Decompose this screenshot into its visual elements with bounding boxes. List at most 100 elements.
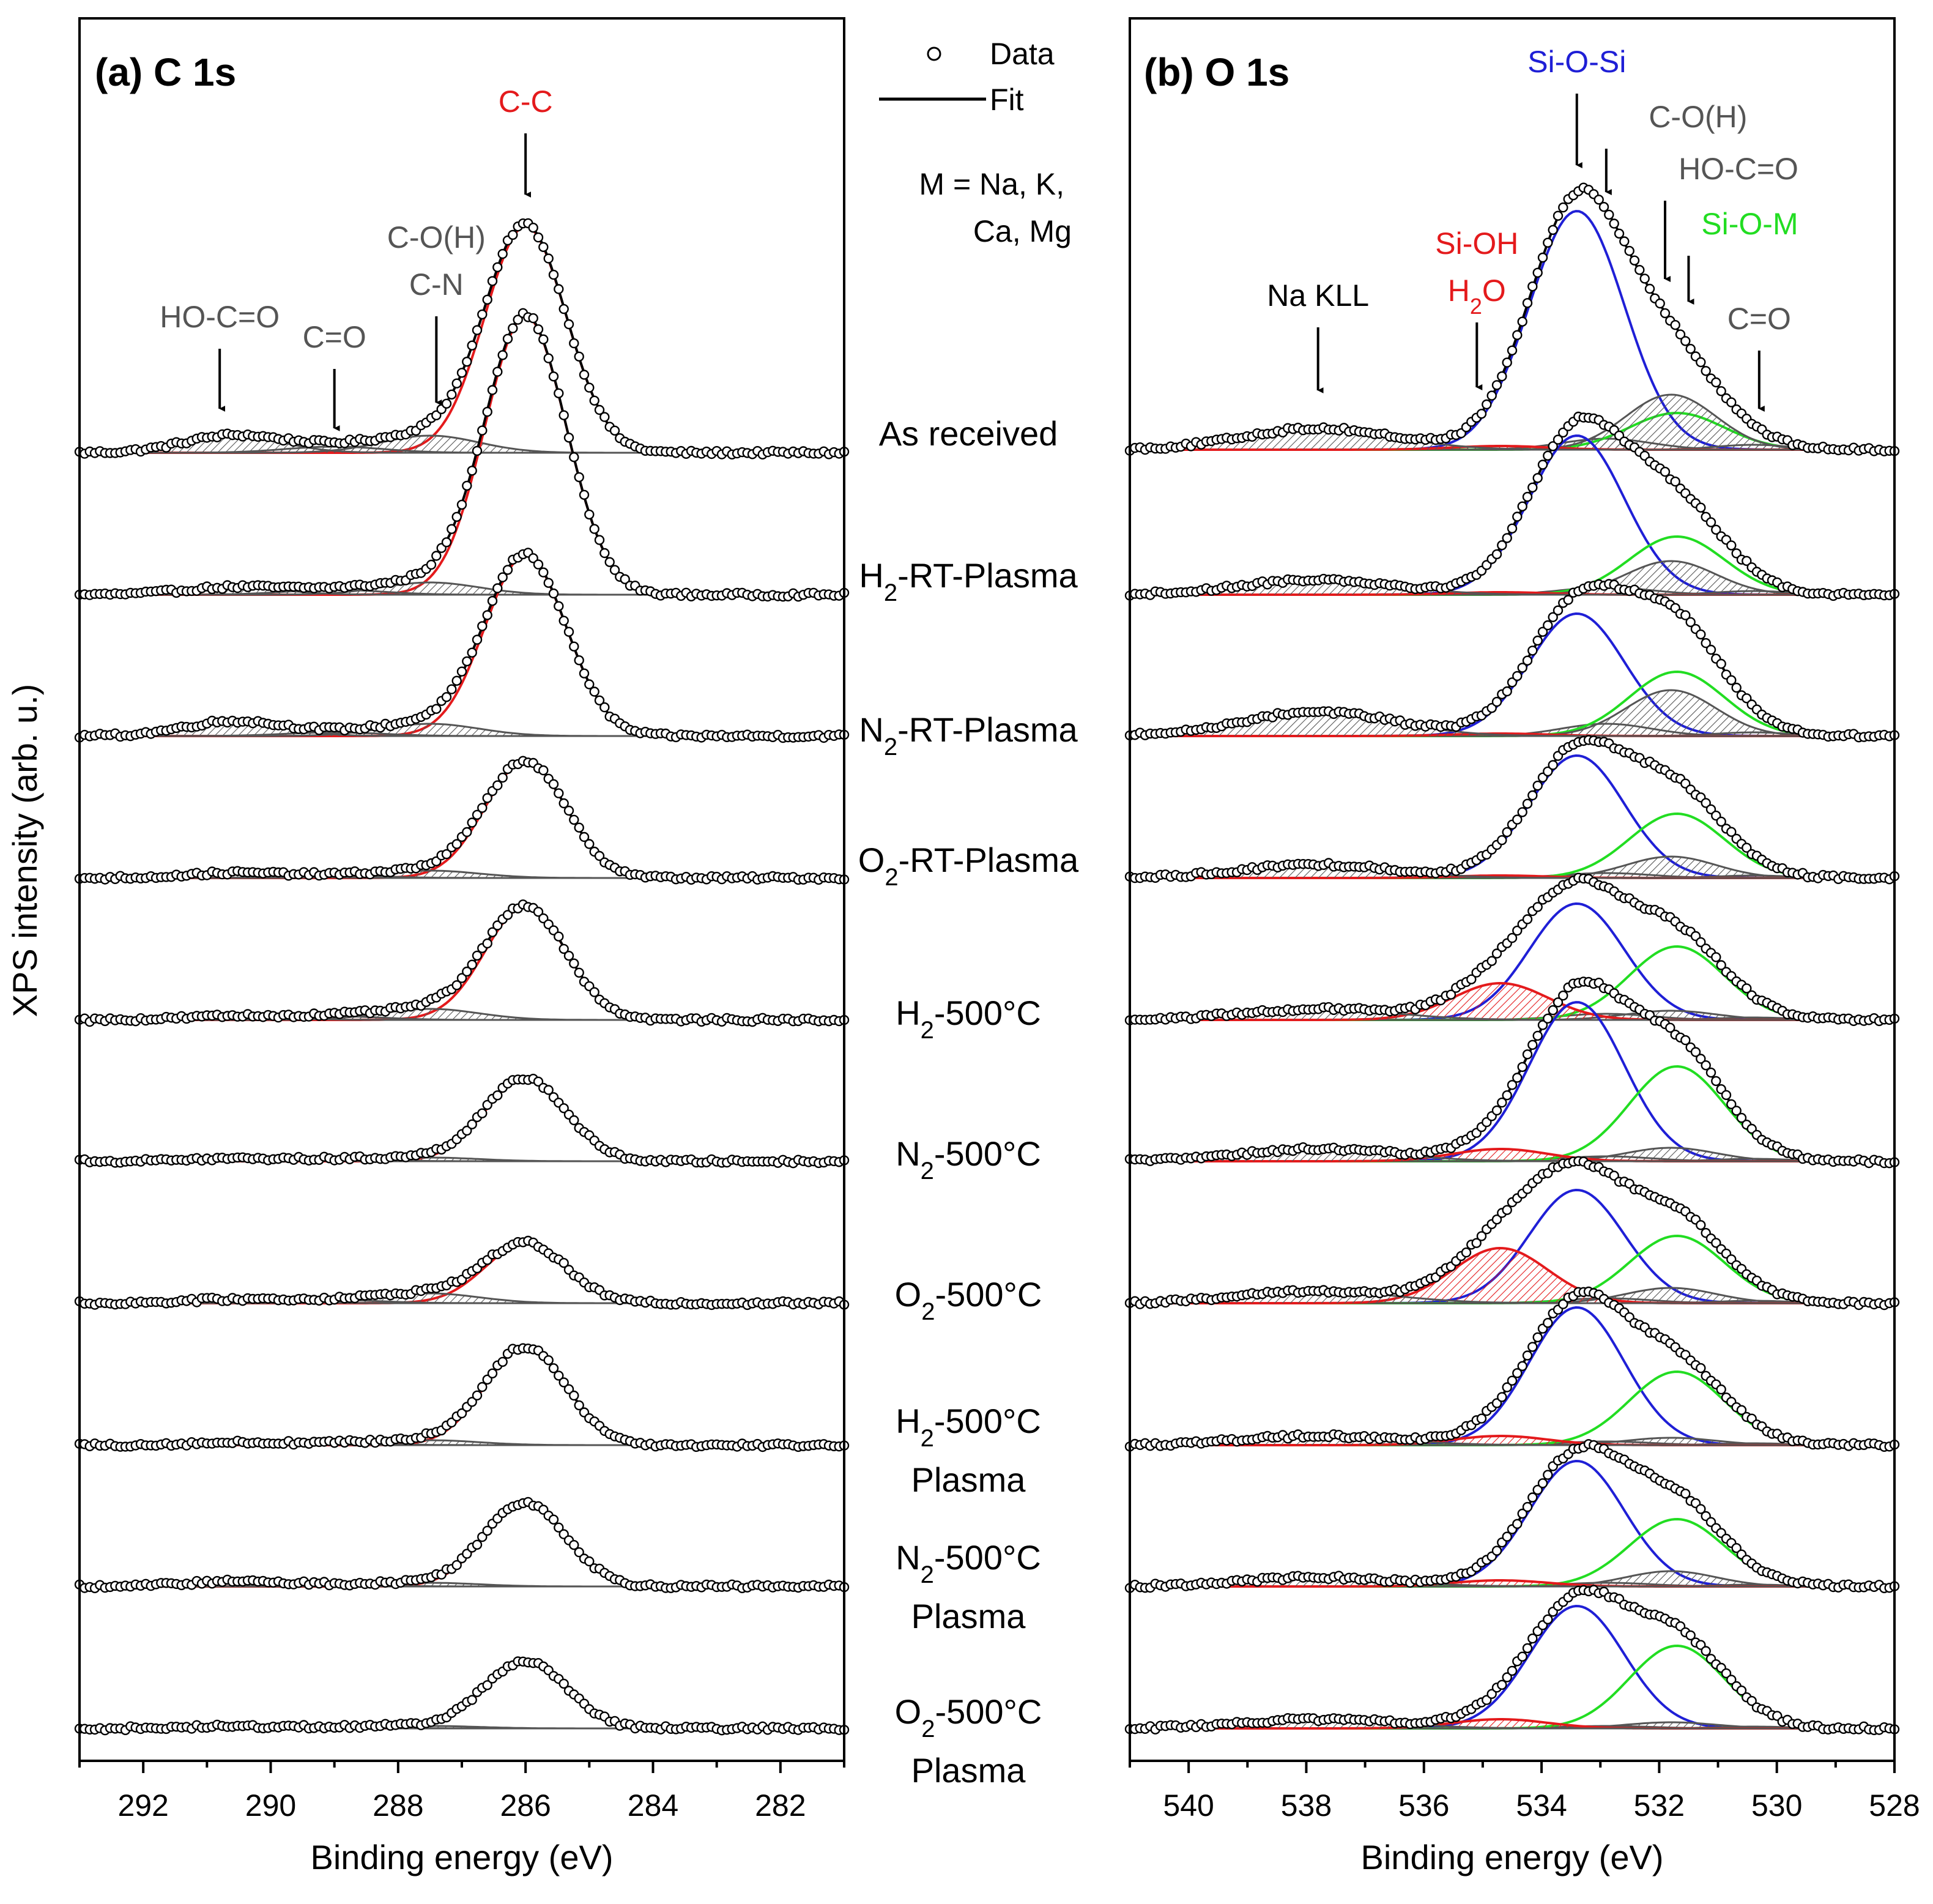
data-point — [554, 388, 564, 398]
annotation-label: H2O — [1448, 273, 1506, 319]
data-point — [1517, 807, 1527, 817]
data-point — [451, 839, 462, 849]
fit-envelope — [79, 904, 844, 1021]
data-point — [472, 809, 483, 820]
data-point — [1486, 390, 1497, 401]
spectrum-o1s-4 — [1124, 872, 1900, 1027]
data-point — [533, 559, 544, 570]
x-tick-label: 530 — [1751, 1788, 1802, 1823]
data-point — [482, 793, 492, 803]
data-point — [447, 684, 457, 694]
panel-a-x-axis: 292 290 288 286 284 282 — [78, 1761, 845, 1823]
data-point — [456, 1408, 467, 1419]
data-point — [472, 325, 483, 335]
data-point — [1527, 482, 1538, 493]
data-point — [1532, 473, 1543, 483]
data-point — [1497, 1392, 1507, 1402]
data-point — [1502, 1205, 1512, 1215]
data-point — [492, 920, 503, 931]
data-point — [589, 524, 599, 534]
data-point — [456, 973, 467, 983]
data-point — [1502, 1090, 1512, 1101]
data-point — [1517, 316, 1527, 327]
data-point — [1512, 1519, 1523, 1530]
data-point — [477, 803, 488, 813]
annotation-label: C-O(H) — [387, 220, 486, 255]
data-point — [574, 655, 584, 666]
data-point — [1507, 1375, 1518, 1386]
data-point — [554, 284, 564, 294]
data-point — [1532, 267, 1543, 278]
data-point — [1527, 1492, 1538, 1503]
component-fill-c-o-h-c-n — [80, 1158, 844, 1161]
condition-label: N2-500°C — [896, 1538, 1041, 1588]
data-point — [492, 366, 503, 377]
data-point — [482, 294, 492, 305]
data-point — [462, 480, 472, 491]
component-fill-c-o-h-c-n — [80, 582, 844, 595]
data-point — [1598, 202, 1609, 212]
data-point — [1711, 952, 1721, 962]
data-point — [563, 805, 574, 816]
data-point — [558, 410, 569, 420]
component-fill-c-o-h-c-n — [80, 436, 844, 453]
annotation-label: HO-C=O — [160, 300, 280, 334]
data-point — [441, 398, 452, 409]
component-si-o-si — [1130, 754, 1894, 879]
data-point — [508, 323, 518, 333]
data-point — [548, 1514, 559, 1525]
data-point — [462, 1125, 472, 1136]
condition-label: As received — [879, 414, 1058, 453]
component-c-c — [80, 760, 844, 879]
fit-envelope — [79, 1241, 844, 1304]
panel-a-title: (a) C 1s — [95, 50, 236, 94]
data-point — [569, 452, 579, 463]
data-point — [441, 849, 452, 860]
data-point — [574, 967, 584, 978]
data-point — [543, 253, 554, 264]
data-point — [1532, 1332, 1543, 1343]
legend-data-label: Data — [990, 37, 1055, 71]
x-tick-label: 284 — [628, 1788, 678, 1823]
data-point — [554, 788, 564, 798]
data-point — [1711, 377, 1721, 388]
fit-envelope — [1129, 1290, 1894, 1446]
x-tick-label: 532 — [1634, 1788, 1685, 1823]
spectrum-c1s-7 — [74, 1343, 850, 1452]
data-point — [1548, 225, 1558, 235]
data-point — [1537, 252, 1548, 263]
x-tick-label: 292 — [117, 1788, 168, 1823]
data-point — [543, 578, 554, 588]
data-point — [1461, 1247, 1472, 1258]
panel-a-annotations: C-C C-O(H) C-N C=O HO-C=O — [160, 84, 553, 431]
condition-label: N2-500°C — [896, 1134, 1041, 1184]
data-point — [528, 313, 538, 324]
data-point — [1543, 1317, 1553, 1328]
data-point — [543, 1355, 554, 1366]
fit-envelope — [1129, 737, 1894, 879]
data-point — [548, 588, 559, 599]
data-point — [1543, 1470, 1553, 1480]
data-point — [456, 499, 467, 510]
fit-envelope — [80, 222, 844, 454]
condition-label: H2-RT-Plasma — [859, 556, 1078, 606]
data-point — [447, 524, 457, 534]
legend-data-marker — [927, 46, 941, 61]
data-point — [563, 319, 574, 330]
data-point — [1537, 1478, 1548, 1489]
data-point — [513, 314, 523, 325]
fit-envelope — [1129, 1588, 1894, 1730]
annotation-si-o-m: Si-O-M — [1687, 207, 1798, 305]
panel-a-x-axis-label: Binding energy (eV) — [311, 1838, 614, 1876]
data-point — [1507, 523, 1518, 534]
data-point — [1670, 320, 1680, 330]
data-point — [1721, 1090, 1732, 1101]
data-point — [584, 509, 595, 520]
data-point — [1548, 1005, 1558, 1016]
data-point — [456, 368, 467, 378]
data-point — [487, 385, 498, 395]
data-point — [1680, 336, 1691, 346]
data-point — [563, 627, 574, 637]
annotation-label: C=O — [303, 320, 366, 354]
annotation-label: C-N — [409, 267, 464, 302]
